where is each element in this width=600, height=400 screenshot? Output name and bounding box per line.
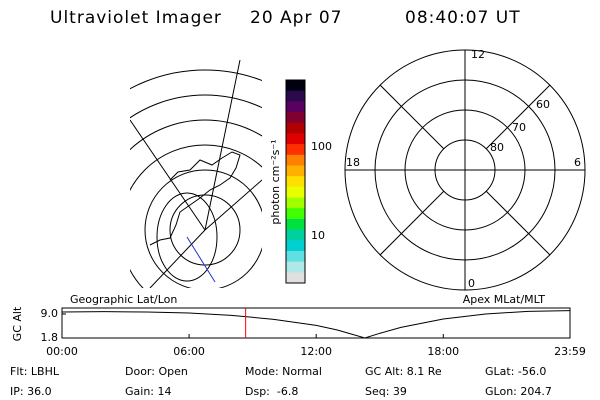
- status-field: Seq: 39: [365, 385, 407, 398]
- x-tick-label: 06:00: [173, 345, 205, 358]
- status-field: IP: 36.0: [10, 385, 52, 398]
- status-field: Door: Open: [125, 365, 188, 378]
- colorbar-block: [286, 240, 305, 252]
- status-field: Dsp: -6.8: [245, 385, 298, 398]
- x-tick-label: 00:00: [46, 345, 78, 358]
- colorbar-block: [286, 133, 305, 145]
- colorbar-block: [286, 101, 305, 113]
- status-field: GC Alt: 8.1 Re: [365, 365, 442, 378]
- polar-label: 70: [512, 121, 526, 134]
- y-axis-label: GC Alt: [11, 306, 24, 341]
- status-field: Flt: LBHL: [10, 365, 60, 378]
- colorbar-frame: [285, 79, 306, 284]
- status-field: GLat: -56.0: [485, 365, 546, 378]
- x-tick-label: 23:59: [554, 345, 586, 358]
- time: 08:40:07 UT: [405, 8, 521, 28]
- colorbar-tick-label: 10: [311, 229, 325, 242]
- colorbar-block: [286, 218, 305, 231]
- polar-label: 80: [490, 141, 504, 154]
- colorbar-block: [286, 176, 305, 188]
- colorbar-block: [286, 197, 305, 209]
- colorbar-block: [286, 261, 305, 273]
- title: Ultraviolet Imager: [50, 8, 222, 28]
- status-field: GLon: 204.7: [485, 385, 552, 398]
- colorbar-block: [286, 186, 305, 199]
- colorbar-block: [286, 112, 305, 124]
- colorbar: [285, 79, 306, 284]
- y-tick-label: 1.8: [41, 331, 59, 344]
- colorbar-block: [286, 208, 305, 220]
- status-field: Gain: 14: [125, 385, 172, 398]
- colorbar-block: [286, 144, 305, 156]
- colorbar-block: [286, 90, 305, 102]
- polar-label: 0: [468, 277, 475, 290]
- colorbar-block: [286, 80, 305, 92]
- polar-label: 18: [346, 156, 360, 169]
- colorbar-block: [286, 154, 305, 166]
- colorbar-block: [286, 272, 305, 284]
- date: 20 Apr 07: [250, 8, 342, 28]
- status-field: Mode: Normal: [245, 365, 322, 378]
- polar-label: 6: [574, 156, 581, 169]
- polar-label: 12: [471, 48, 485, 61]
- colorbar-block: [286, 250, 305, 263]
- strip-right-label: Apex MLat/MLT: [463, 293, 546, 306]
- colorbar-block: [286, 165, 305, 177]
- colorbar-block: [286, 122, 305, 134]
- colorbar-block: [286, 229, 305, 241]
- polar-label: 60: [536, 98, 550, 111]
- x-tick-label: 18:00: [427, 345, 459, 358]
- y-tick-label: 9.0: [41, 307, 59, 320]
- altitude-line: [61, 310, 570, 339]
- colorbar-label: photon cm⁻²s⁻¹: [269, 139, 282, 224]
- polar-plot: [344, 49, 586, 291]
- map: [130, 60, 262, 288]
- strip-left-label: Geographic Lat/Lon: [70, 293, 177, 306]
- colorbar-tick-label: 100: [311, 140, 332, 153]
- x-tick-label: 12:00: [300, 345, 332, 358]
- strip-frame: [61, 307, 571, 339]
